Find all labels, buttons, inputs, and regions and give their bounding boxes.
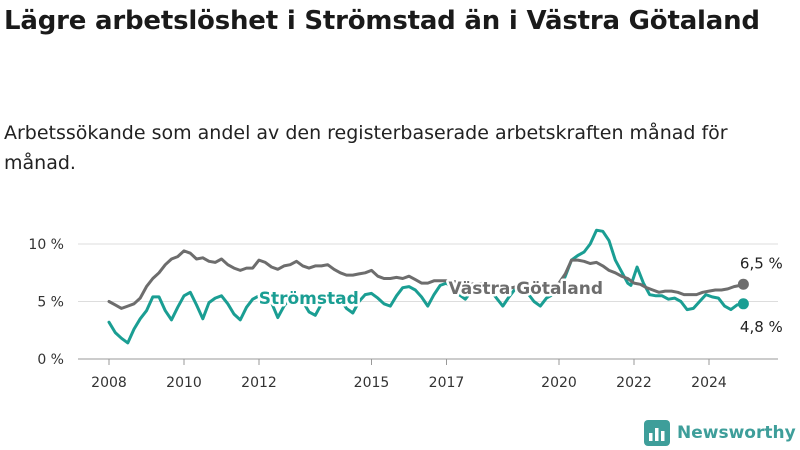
x-tick-label: 2020 bbox=[541, 375, 577, 391]
y-tick-label: 0 % bbox=[37, 352, 64, 368]
brand-logo: Newsworthy bbox=[644, 419, 796, 447]
y-tick-label: 10 % bbox=[28, 237, 64, 253]
x-tick-label: 2008 bbox=[91, 375, 127, 391]
x-tick-label: 2012 bbox=[241, 375, 277, 391]
series-line-västra-götaland bbox=[107, 249, 745, 310]
x-tick-label: 2015 bbox=[354, 375, 390, 391]
series-name-label: Strömstad bbox=[259, 289, 359, 309]
x-tick-label: 2024 bbox=[691, 375, 727, 391]
x-tick-label: 2010 bbox=[166, 375, 202, 391]
brand-name: Newsworthy bbox=[677, 423, 796, 443]
x-tick-label: 2022 bbox=[616, 375, 652, 391]
newsworthy-logo-icon bbox=[644, 420, 670, 446]
series-end-label: 6,5 % bbox=[740, 254, 783, 272]
series-name-label: Västra Götaland bbox=[449, 279, 604, 299]
chart-subtitle: Arbetssökande som andel av den registerb… bbox=[4, 122, 728, 174]
series-end-label: 4,8 % bbox=[740, 318, 783, 336]
chart-title: Lägre arbetslöshet i Strömstad än i Väst… bbox=[4, 6, 760, 36]
y-tick-label: 5 % bbox=[37, 295, 64, 311]
series-line-strömstad bbox=[107, 228, 745, 345]
series-end-dot bbox=[737, 278, 749, 290]
series-end-dot bbox=[737, 298, 749, 310]
x-tick-label: 2017 bbox=[429, 375, 465, 391]
